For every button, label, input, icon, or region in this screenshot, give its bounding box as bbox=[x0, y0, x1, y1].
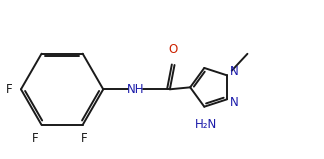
Text: F: F bbox=[81, 132, 88, 145]
Text: O: O bbox=[168, 43, 178, 56]
Text: N: N bbox=[230, 96, 238, 109]
Text: NH: NH bbox=[127, 83, 144, 96]
Text: F: F bbox=[6, 83, 12, 96]
Text: N: N bbox=[230, 65, 238, 78]
Text: H₂N: H₂N bbox=[195, 118, 217, 131]
Text: F: F bbox=[32, 132, 39, 145]
